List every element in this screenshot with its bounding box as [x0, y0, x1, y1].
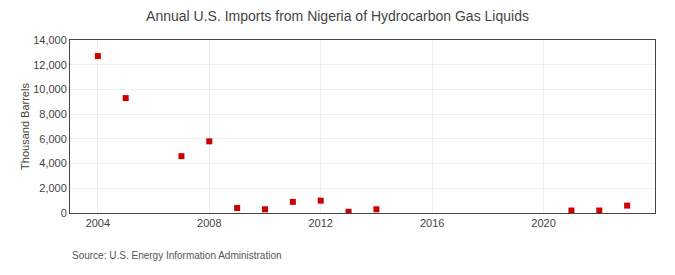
svg-text:6,000: 6,000 — [39, 133, 67, 145]
svg-text:4,000: 4,000 — [39, 157, 67, 169]
svg-text:2004: 2004 — [86, 217, 110, 229]
svg-text:Thousand Barrels: Thousand Barrels — [19, 83, 31, 170]
svg-text:14,000: 14,000 — [33, 34, 67, 46]
svg-text:Annual U.S. Imports from Niger: Annual U.S. Imports from Nigeria of Hydr… — [146, 8, 529, 24]
svg-text:Source: U.S. Energy Informatio: Source: U.S. Energy Information Administ… — [72, 250, 282, 261]
svg-text:2,000: 2,000 — [39, 182, 67, 194]
svg-text:2008: 2008 — [197, 217, 221, 229]
svg-text:0: 0 — [61, 207, 67, 219]
svg-text:2020: 2020 — [531, 217, 555, 229]
svg-text:12,000: 12,000 — [33, 59, 67, 71]
svg-text:10,000: 10,000 — [33, 83, 67, 95]
svg-text:2012: 2012 — [308, 217, 332, 229]
svg-text:8,000: 8,000 — [39, 108, 67, 120]
svg-text:2016: 2016 — [420, 217, 444, 229]
